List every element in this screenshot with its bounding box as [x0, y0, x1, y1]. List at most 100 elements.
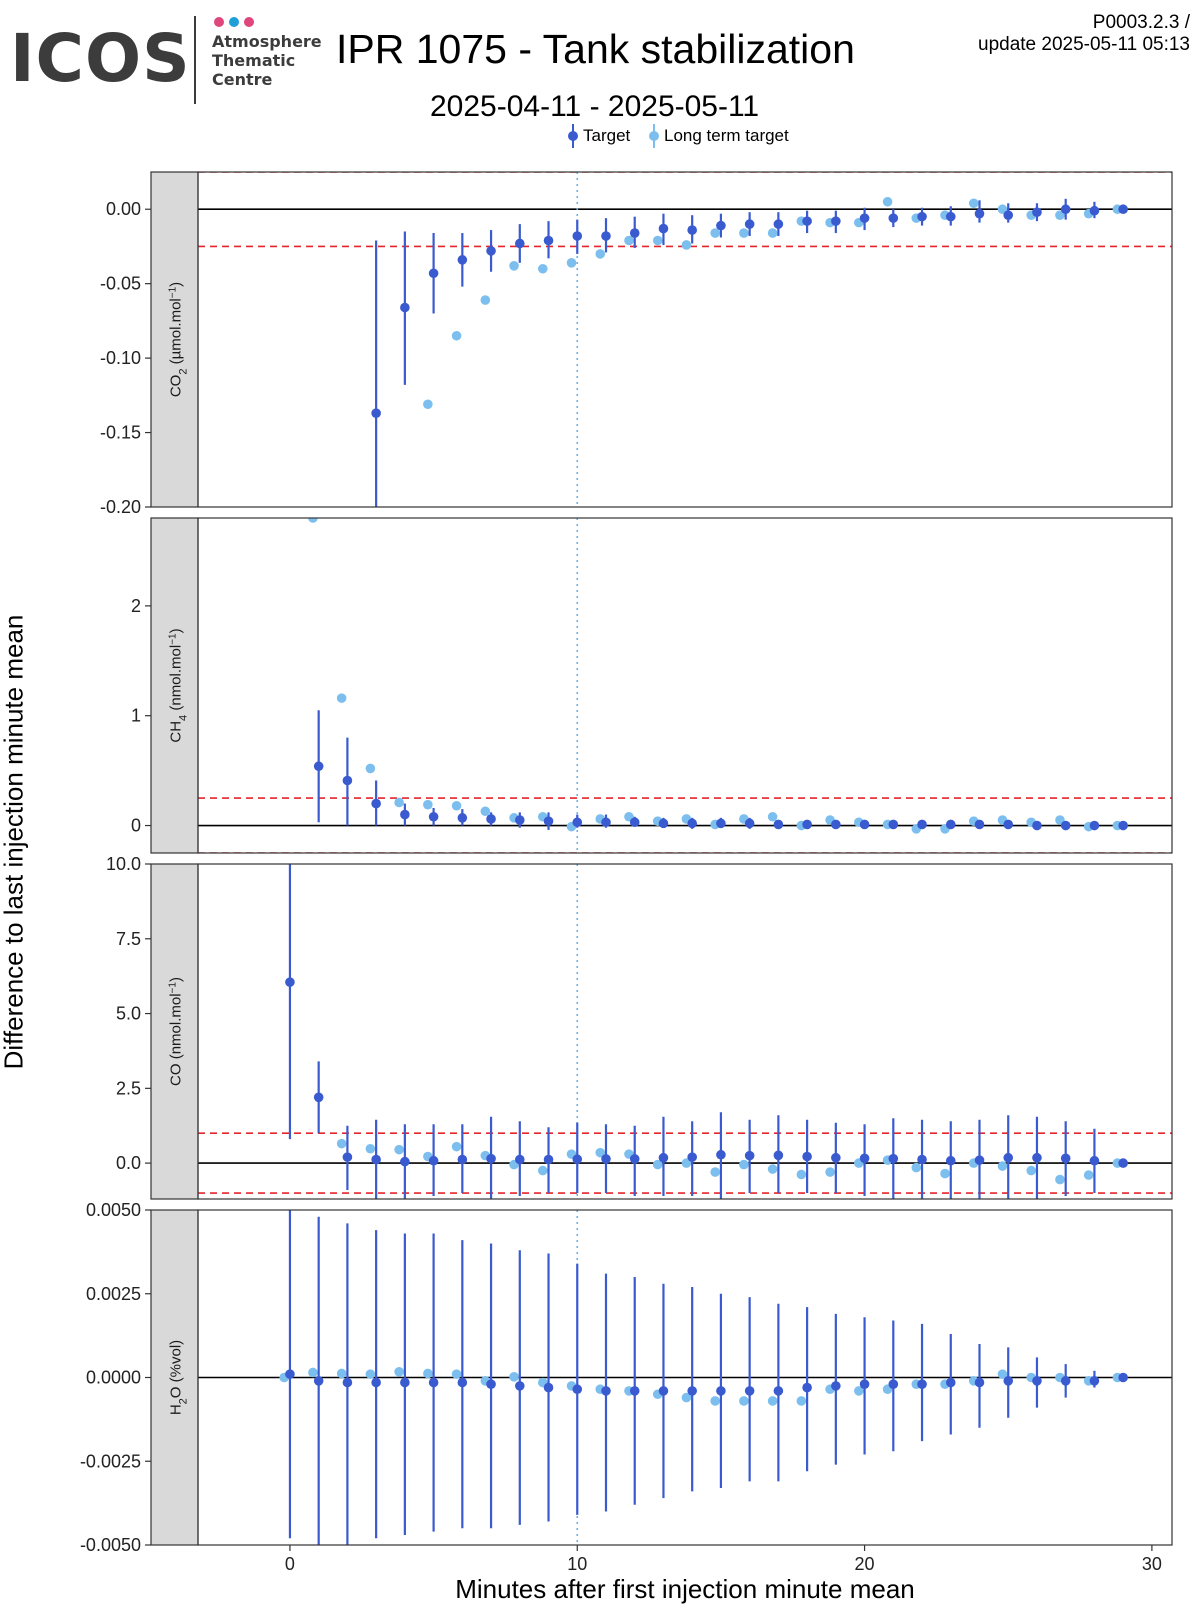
target-point	[342, 1377, 353, 1388]
long-term-point	[595, 1147, 606, 1158]
target-point	[687, 818, 697, 829]
target-point	[371, 408, 381, 419]
target-point	[945, 819, 956, 830]
long-term-point	[365, 1143, 376, 1154]
panel-co: CO (nmol.mol−1) 0.0 2.5 5.0 7.5 10.0	[106, 854, 1173, 1200]
long-term-point	[336, 693, 347, 703]
target-point	[400, 302, 410, 313]
target-point	[1118, 204, 1128, 215]
long-term-point	[767, 228, 778, 238]
long-term-point	[336, 1138, 347, 1149]
target-point	[457, 1154, 468, 1165]
target-point	[572, 1384, 583, 1395]
logo-dot-2	[229, 17, 239, 27]
plot-area	[198, 172, 1172, 507]
target-point	[428, 811, 439, 822]
long-term-point	[451, 1141, 462, 1152]
long-term-point	[1055, 210, 1065, 220]
long-term-point	[997, 204, 1008, 215]
chart-title: IPR 1075 - Tank stabilization	[336, 26, 855, 72]
y-tick-label: 10.0	[106, 854, 141, 874]
report-code: P0003.2.3 /	[1092, 12, 1190, 33]
target-point	[974, 1155, 985, 1165]
target-point	[572, 231, 583, 241]
target-point	[802, 819, 812, 830]
target-point	[1032, 207, 1042, 217]
long-term-point	[1026, 1165, 1037, 1176]
long-term-point	[882, 196, 893, 207]
target-point	[342, 775, 353, 786]
logo-dot-1	[214, 17, 224, 27]
target-point	[1060, 204, 1071, 215]
x-axis-title: Minutes after first injection minute mea…	[455, 1574, 915, 1604]
target-point	[601, 817, 611, 828]
target-point	[572, 1154, 583, 1165]
target-point	[658, 1152, 669, 1163]
panel-border	[197, 1209, 1173, 1546]
long-term-point	[710, 1167, 720, 1177]
target-point	[945, 1155, 956, 1166]
long-term-point	[308, 518, 318, 523]
target-point	[859, 1379, 870, 1389]
strip-ch4	[150, 517, 199, 854]
target-point	[802, 1382, 812, 1393]
target-point	[658, 223, 669, 234]
target-point	[859, 819, 870, 830]
long-term-point	[308, 1367, 318, 1378]
target-point	[486, 246, 496, 256]
long-term-point	[394, 1144, 404, 1155]
long-term-point	[480, 295, 491, 305]
x-tick-label: 20	[855, 1554, 875, 1574]
strip-label: CO2 (µmol.mol−1)	[167, 282, 190, 397]
target-point	[1032, 1376, 1042, 1386]
long-term-point	[739, 1396, 749, 1406]
panel-ch4: CH4 (nmol.mol−1) 0 1 2	[131, 517, 1173, 854]
long-term-point	[997, 1161, 1008, 1171]
target-point	[601, 231, 611, 241]
strip-co2	[150, 171, 199, 508]
target-point	[1060, 1376, 1071, 1386]
icos-logo: ICOS Atmosphere Thematic Centre	[10, 14, 322, 106]
logo-wordmark: ICOS	[10, 20, 191, 97]
strip-label: CH4 (nmol.mol−1)	[167, 628, 190, 742]
logo-line-2: Thematic	[212, 51, 296, 70]
target-point	[945, 211, 956, 222]
legend-label-long-term-target: Long term target	[664, 126, 789, 145]
target-point	[831, 1381, 841, 1391]
long-term-point	[566, 258, 577, 268]
target-point	[486, 814, 496, 824]
target-point	[572, 817, 583, 828]
target-point	[917, 1154, 927, 1165]
target-point	[1060, 1153, 1071, 1164]
target-point	[945, 1377, 956, 1388]
panel-co2: CO2 (µmol.mol−1) 0.00 -0.05 -0.10 -0.15 -0.20	[100, 171, 1173, 517]
y-tick-label: -0.0025	[80, 1451, 141, 1471]
target-point	[371, 798, 381, 809]
target-point	[1089, 205, 1100, 216]
panel-h2o: H2O (%vol) 0.0050 0.0025 0.0000 -0.0025 -0.00…	[80, 1200, 1173, 1555]
target-point	[457, 813, 468, 823]
legend-label-target: Target	[583, 126, 631, 145]
target-point	[457, 1377, 468, 1388]
long-term-point	[509, 1372, 519, 1382]
long-term-point	[394, 1367, 404, 1377]
target-point	[400, 809, 410, 820]
target-point	[1089, 820, 1100, 831]
target-point	[428, 1377, 439, 1388]
update-timestamp: update 2025-05-11 05:13	[978, 34, 1190, 55]
y-tick-label: 1	[131, 706, 141, 726]
target-point	[1089, 1155, 1100, 1166]
panel-border	[197, 517, 1173, 854]
long-term-point	[336, 1368, 347, 1379]
long-term-point	[796, 1169, 807, 1180]
target-point	[371, 1377, 381, 1388]
target-point	[658, 818, 669, 829]
target-point	[1032, 1152, 1042, 1163]
long-term-point	[652, 235, 663, 246]
target-point	[629, 1154, 640, 1164]
target-point	[658, 1386, 669, 1396]
target-point	[687, 1386, 697, 1396]
long-term-point	[681, 1392, 692, 1403]
target-point	[428, 1155, 439, 1166]
